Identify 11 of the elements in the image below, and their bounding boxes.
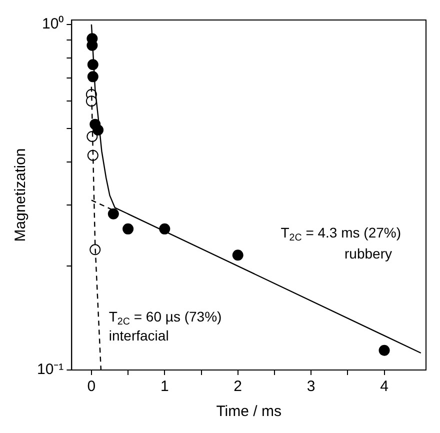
x-tick-label: 1 xyxy=(160,378,169,396)
y-axis-title: Magnetization xyxy=(12,148,30,242)
annotation: interfacial xyxy=(108,328,169,344)
y-tick-label: 10⁻¹ xyxy=(36,361,64,378)
annotation: rubbery xyxy=(344,245,392,262)
x-tick-label: 3 xyxy=(306,378,316,396)
y-tick-label: 10⁰ xyxy=(42,16,64,33)
x-tick-label: 2 xyxy=(234,378,242,396)
x-tick-label: 0 xyxy=(87,378,96,396)
x-tick-label: 4 xyxy=(380,378,388,396)
x-axis-title: Time / ms xyxy=(216,403,282,420)
